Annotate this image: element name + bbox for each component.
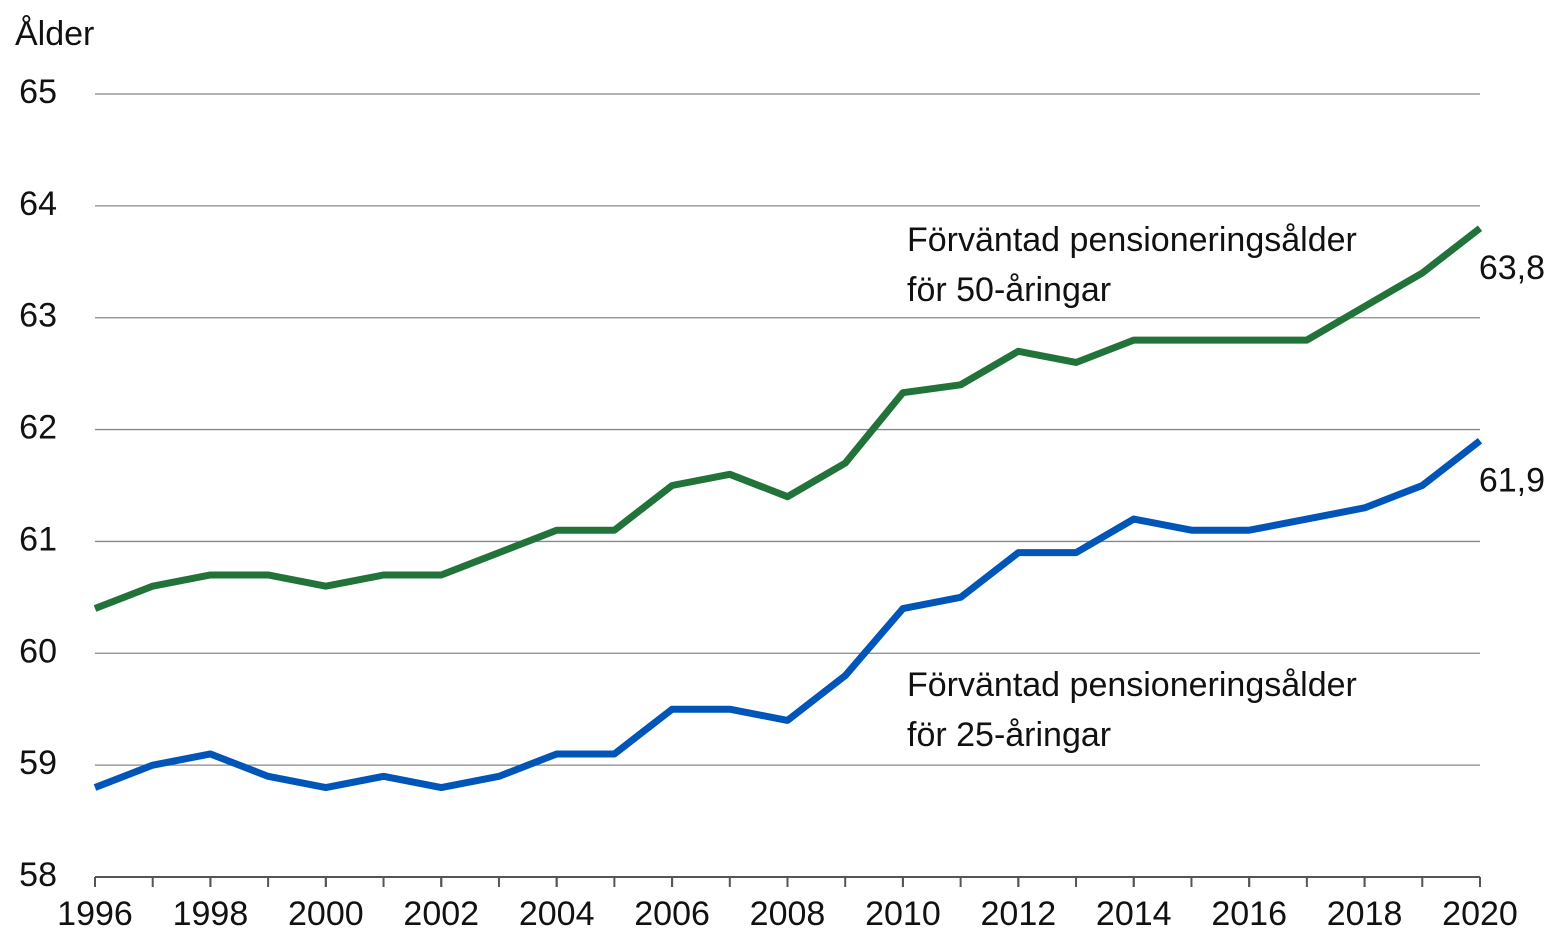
series-line bbox=[93, 437, 1483, 792]
x-tick-label: 1996 bbox=[57, 895, 133, 933]
y-tick-label: 61 bbox=[19, 520, 57, 558]
y-tick-label: 63 bbox=[19, 297, 57, 335]
series-line bbox=[93, 225, 1483, 612]
x-tick-label: 2014 bbox=[1096, 895, 1172, 933]
series-label: Förväntad pensioneringsålder bbox=[907, 666, 1357, 704]
x-tick-label: 2018 bbox=[1327, 895, 1403, 933]
series-label: för 50-åringar bbox=[907, 271, 1111, 309]
x-tick-label: 2008 bbox=[750, 895, 826, 933]
x-tick-label: 1998 bbox=[173, 895, 249, 933]
x-tick-label: 2012 bbox=[981, 895, 1057, 933]
x-tick-label: 2016 bbox=[1211, 895, 1287, 933]
y-tick-label: 59 bbox=[19, 744, 57, 782]
x-tick-label: 2002 bbox=[403, 895, 479, 933]
x-tick-label: 2020 bbox=[1442, 895, 1518, 933]
x-tick-label: 2006 bbox=[634, 895, 710, 933]
y-tick-label: 60 bbox=[19, 632, 57, 670]
y-tick-label: 62 bbox=[19, 409, 57, 447]
y-tick-label: 58 bbox=[19, 856, 57, 894]
x-tick-label: 2010 bbox=[865, 895, 941, 933]
series-label: Förväntad pensioneringsålder bbox=[907, 221, 1357, 259]
y-axis-title: Ålder bbox=[15, 15, 94, 53]
y-tick-label: 64 bbox=[19, 185, 57, 223]
value-label: 63,8 bbox=[1479, 249, 1545, 287]
x-tick-label: 2004 bbox=[519, 895, 595, 933]
x-tick-label: 2000 bbox=[288, 895, 364, 933]
y-tick-label: 65 bbox=[19, 73, 57, 111]
series-label: för 25-åringar bbox=[907, 716, 1111, 754]
value-label: 61,9 bbox=[1479, 462, 1545, 500]
